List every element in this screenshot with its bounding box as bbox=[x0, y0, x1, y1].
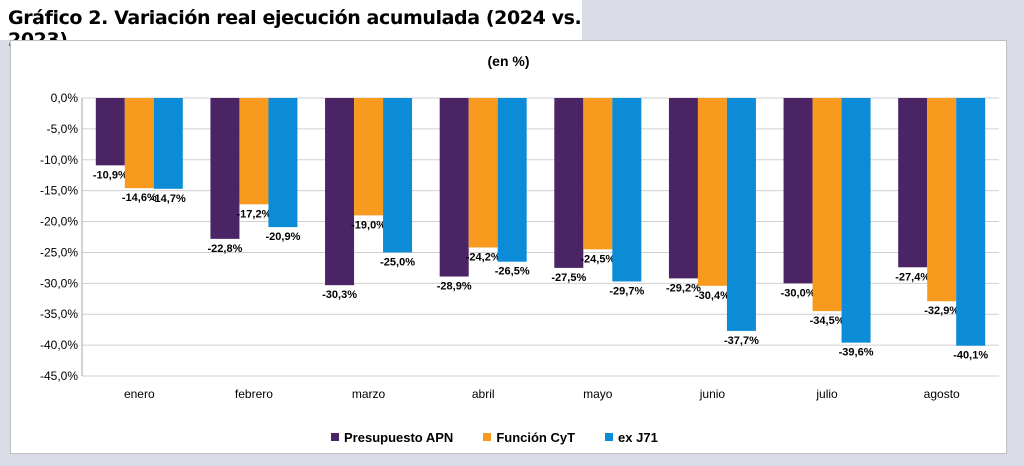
data-label: -26,5% bbox=[495, 266, 530, 278]
bar-chart: 0,0% -5,0% -10,0% -15,0% -20,0% -25,0% -30,0% -… bbox=[40, 91, 999, 401]
data-label: -30,0% bbox=[781, 287, 816, 299]
data-label: -27,5% bbox=[551, 272, 586, 284]
x-tick-label: febrero bbox=[235, 387, 273, 401]
x-tick-label: julio bbox=[815, 387, 838, 401]
x-tick-label: mayo bbox=[583, 387, 613, 401]
legend-swatch-presupuesto-apn bbox=[331, 433, 339, 441]
bar bbox=[927, 98, 957, 302]
data-label: -22,8% bbox=[208, 243, 243, 255]
y-tick-label: -10,0% bbox=[40, 153, 78, 167]
data-label: -24,2% bbox=[466, 252, 501, 264]
bar bbox=[468, 98, 498, 248]
data-label: -20,9% bbox=[266, 231, 301, 243]
bar bbox=[239, 98, 269, 205]
data-label: -24,5% bbox=[580, 253, 615, 265]
chart-subtitle: (en %) bbox=[487, 53, 530, 69]
data-label: -14,6% bbox=[122, 192, 157, 204]
data-label: -30,3% bbox=[322, 289, 357, 301]
y-tick-label: 0,0% bbox=[51, 91, 79, 105]
data-label: -10,9% bbox=[93, 169, 128, 181]
chart-frame: (en %) 0,0% -5,0% -10,0% -15,0% -20,0% -25,0%… bbox=[10, 40, 1007, 454]
legend-label-ex-j71: ex J71 bbox=[618, 429, 658, 445]
data-label: -19,0% bbox=[351, 219, 386, 231]
data-label: -39,6% bbox=[839, 347, 874, 359]
data-label: -27,4% bbox=[895, 271, 930, 283]
bar bbox=[497, 98, 527, 262]
bar bbox=[383, 98, 413, 253]
data-label: -25,0% bbox=[380, 256, 415, 268]
data-label: -30,4% bbox=[695, 290, 730, 302]
y-tick-label: -40,0% bbox=[40, 338, 78, 352]
legend-label-presupuesto-apn: Presupuesto APN bbox=[344, 429, 454, 445]
y-tick-label: -15,0% bbox=[40, 184, 78, 198]
bar bbox=[726, 98, 756, 331]
legend-item-ex-j71: ex J71 bbox=[605, 430, 658, 445]
data-label: -34,5% bbox=[810, 315, 845, 327]
legend: Presupuesto APN Función CyT ex J71 bbox=[331, 428, 658, 446]
legend-swatch-funcion-cyt bbox=[483, 433, 492, 441]
x-tick-label: abril bbox=[472, 387, 495, 401]
x-tick-label: junio bbox=[699, 387, 726, 401]
data-label: -17,2% bbox=[237, 208, 272, 220]
legend-swatch-ex-j71 bbox=[605, 433, 614, 441]
bar bbox=[812, 98, 842, 312]
bar bbox=[898, 98, 928, 268]
x-tick-label: enero bbox=[124, 387, 155, 401]
y-tick-label: -5,0% bbox=[47, 122, 79, 136]
legend-item-funcion-cyt: Función CyT bbox=[483, 430, 575, 445]
bar bbox=[95, 98, 125, 166]
bar bbox=[153, 98, 183, 189]
y-tick-label: -20,0% bbox=[40, 215, 78, 229]
legend-item-presupuesto-apn: Presupuesto APN bbox=[331, 430, 453, 445]
y-tick-label: -25,0% bbox=[40, 245, 78, 259]
bar bbox=[554, 98, 584, 268]
x-tick-label: marzo bbox=[352, 387, 386, 401]
data-label: -32,9% bbox=[924, 305, 959, 317]
data-label: -37,7% bbox=[724, 335, 759, 347]
y-tick-label: -30,0% bbox=[40, 276, 78, 290]
x-tick-label: agosto bbox=[924, 387, 960, 401]
legend-label-funcion-cyt: Función CyT bbox=[496, 429, 576, 445]
data-label: -29,2% bbox=[666, 282, 701, 294]
y-tick-label: -35,0% bbox=[40, 307, 78, 321]
bar bbox=[956, 98, 986, 346]
bar bbox=[439, 98, 469, 277]
data-label: -29,7% bbox=[609, 285, 644, 297]
bar bbox=[210, 98, 240, 239]
bar bbox=[612, 98, 642, 282]
bar bbox=[668, 98, 698, 279]
bar bbox=[697, 98, 727, 286]
y-tick-label: -45,0% bbox=[40, 369, 78, 383]
bar bbox=[124, 98, 154, 189]
bar bbox=[325, 98, 355, 286]
bar bbox=[268, 98, 298, 228]
bar bbox=[583, 98, 613, 250]
bar bbox=[783, 98, 813, 284]
data-label: -14,7% bbox=[151, 193, 186, 205]
data-label: -40,1% bbox=[953, 350, 988, 362]
bar bbox=[841, 98, 871, 343]
title-bar: Gráfico 2. Variación real ejecución acum… bbox=[0, 0, 582, 51]
data-label: -28,9% bbox=[437, 281, 472, 293]
bar bbox=[354, 98, 384, 216]
